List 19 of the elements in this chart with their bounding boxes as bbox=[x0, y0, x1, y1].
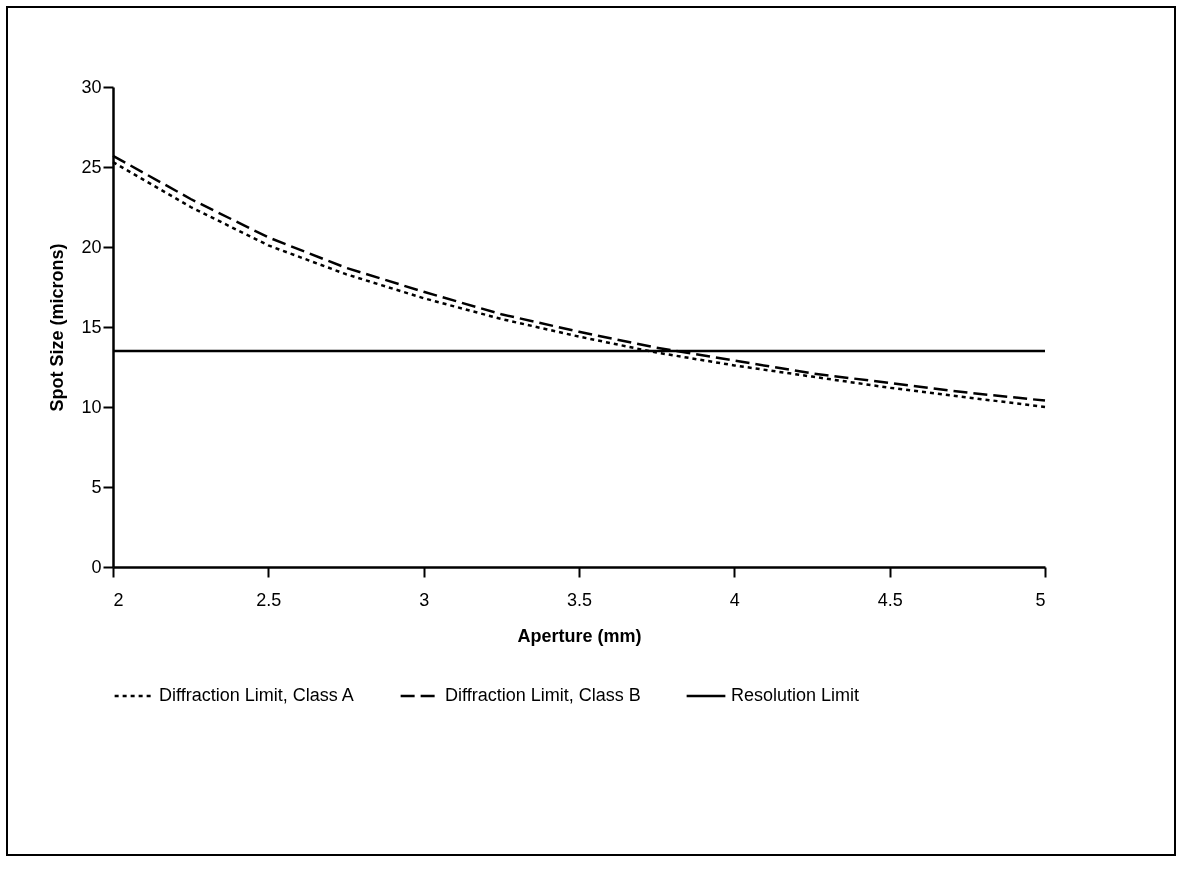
y-tick-label: 0 bbox=[91, 556, 102, 577]
legend-label: Diffraction Limit, Class B bbox=[445, 685, 641, 705]
x-tick-label: 2.5 bbox=[256, 589, 282, 610]
y-axis-title: Spot Size (microns) bbox=[47, 243, 68, 412]
legend-label: Resolution Limit bbox=[731, 685, 860, 705]
x-tick-label: 4 bbox=[729, 589, 740, 610]
x-tick-label: 2 bbox=[113, 589, 124, 610]
y-tick-label: 20 bbox=[81, 236, 102, 257]
x-tick-label: 3.5 bbox=[566, 589, 593, 610]
x-axis-title: Aperture (mm) bbox=[517, 625, 642, 646]
x-tick-label: 3 bbox=[419, 589, 430, 610]
legend-label: Diffraction Limit, Class A bbox=[159, 685, 354, 705]
y-tick-label: 30 bbox=[81, 76, 102, 97]
y-tick-label: 10 bbox=[81, 396, 102, 417]
y-tick-label: 5 bbox=[91, 476, 102, 497]
x-tick-label: 5 bbox=[1035, 589, 1046, 610]
x-tick-label: 4.5 bbox=[877, 589, 903, 610]
y-tick-label: 25 bbox=[81, 156, 102, 177]
y-tick-label: 15 bbox=[81, 316, 102, 337]
